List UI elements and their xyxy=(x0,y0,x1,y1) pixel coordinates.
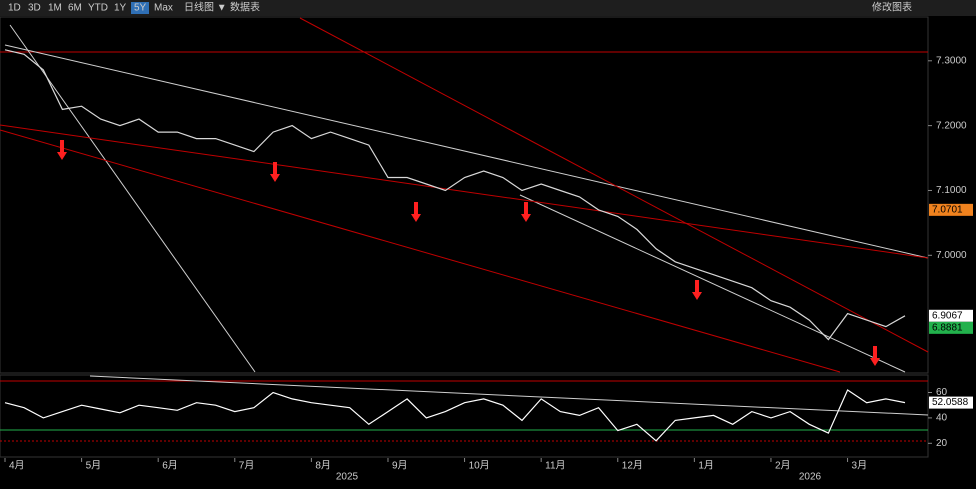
value-tag-label: 6.9067 xyxy=(932,310,963,321)
x-tick-label: 5月 xyxy=(86,460,102,472)
x-tick-label: 12月 xyxy=(622,460,643,472)
value-tag-label: 7.0701 xyxy=(932,204,963,215)
value-tag xyxy=(929,203,973,216)
range-button[interactable]: 1M xyxy=(48,3,62,14)
x-tick-label: 3月 xyxy=(852,460,868,472)
y-tick-label: 7.0000 xyxy=(936,250,967,261)
value-tag-label: 52.0588 xyxy=(932,397,969,408)
year-label: 2026 xyxy=(799,472,822,483)
y-tick-label: 7.1000 xyxy=(936,185,967,196)
y-tick-label: 20 xyxy=(936,438,948,449)
channel-line xyxy=(0,129,841,373)
trend-line xyxy=(4,44,929,259)
selected-range xyxy=(131,2,149,14)
channel-line xyxy=(299,17,929,353)
range-button[interactable]: 3D xyxy=(28,3,41,14)
chart-style[interactable]: 日线图 ▼ xyxy=(184,1,227,14)
y-tick-label: 60 xyxy=(936,387,948,398)
x-tick-label: 10月 xyxy=(469,460,490,472)
trend-line xyxy=(519,194,906,373)
trend-line xyxy=(9,24,256,373)
range-button[interactable]: YTD xyxy=(88,3,108,14)
x-tick-label: 1月 xyxy=(698,460,714,472)
x-tick-label: 2月 xyxy=(775,460,791,472)
signal-arrows xyxy=(57,140,880,366)
range-button[interactable]: 6M xyxy=(68,3,82,14)
range-button[interactable]: Max xyxy=(154,3,173,14)
range-button[interactable]: 5Y xyxy=(134,3,147,14)
series-line xyxy=(4,389,906,442)
x-tick-label: 7月 xyxy=(239,460,255,472)
y-tick-label: 40 xyxy=(936,413,948,424)
x-tick-label: 11月 xyxy=(545,460,565,472)
rsi-panel xyxy=(0,374,929,458)
x-tick-label: 8月 xyxy=(315,460,331,472)
x-tick-label: 6月 xyxy=(162,460,178,472)
value-tag xyxy=(929,321,973,334)
y-tick-label: 7.3000 xyxy=(936,55,967,66)
year-label: 2025 xyxy=(336,472,359,483)
range-button[interactable]: 1D xyxy=(8,3,21,14)
channel-line xyxy=(0,124,929,259)
range-button[interactable]: 1Y xyxy=(114,3,127,14)
y-tick-label: 7.2000 xyxy=(936,120,967,131)
price-panel xyxy=(0,16,929,374)
value-tag xyxy=(929,396,973,409)
data-table-button[interactable]: 数据表 xyxy=(230,1,260,14)
toolbar xyxy=(0,0,976,16)
value-tag-label: 6.8881 xyxy=(932,322,963,333)
edit-chart[interactable]: 修改图表 xyxy=(872,1,912,14)
value-tag xyxy=(929,309,973,322)
x-tick-label: 9月 xyxy=(392,460,408,472)
rsi-trend xyxy=(89,375,929,416)
series-line xyxy=(4,49,906,341)
x-tick-label: 4月 xyxy=(9,460,25,472)
